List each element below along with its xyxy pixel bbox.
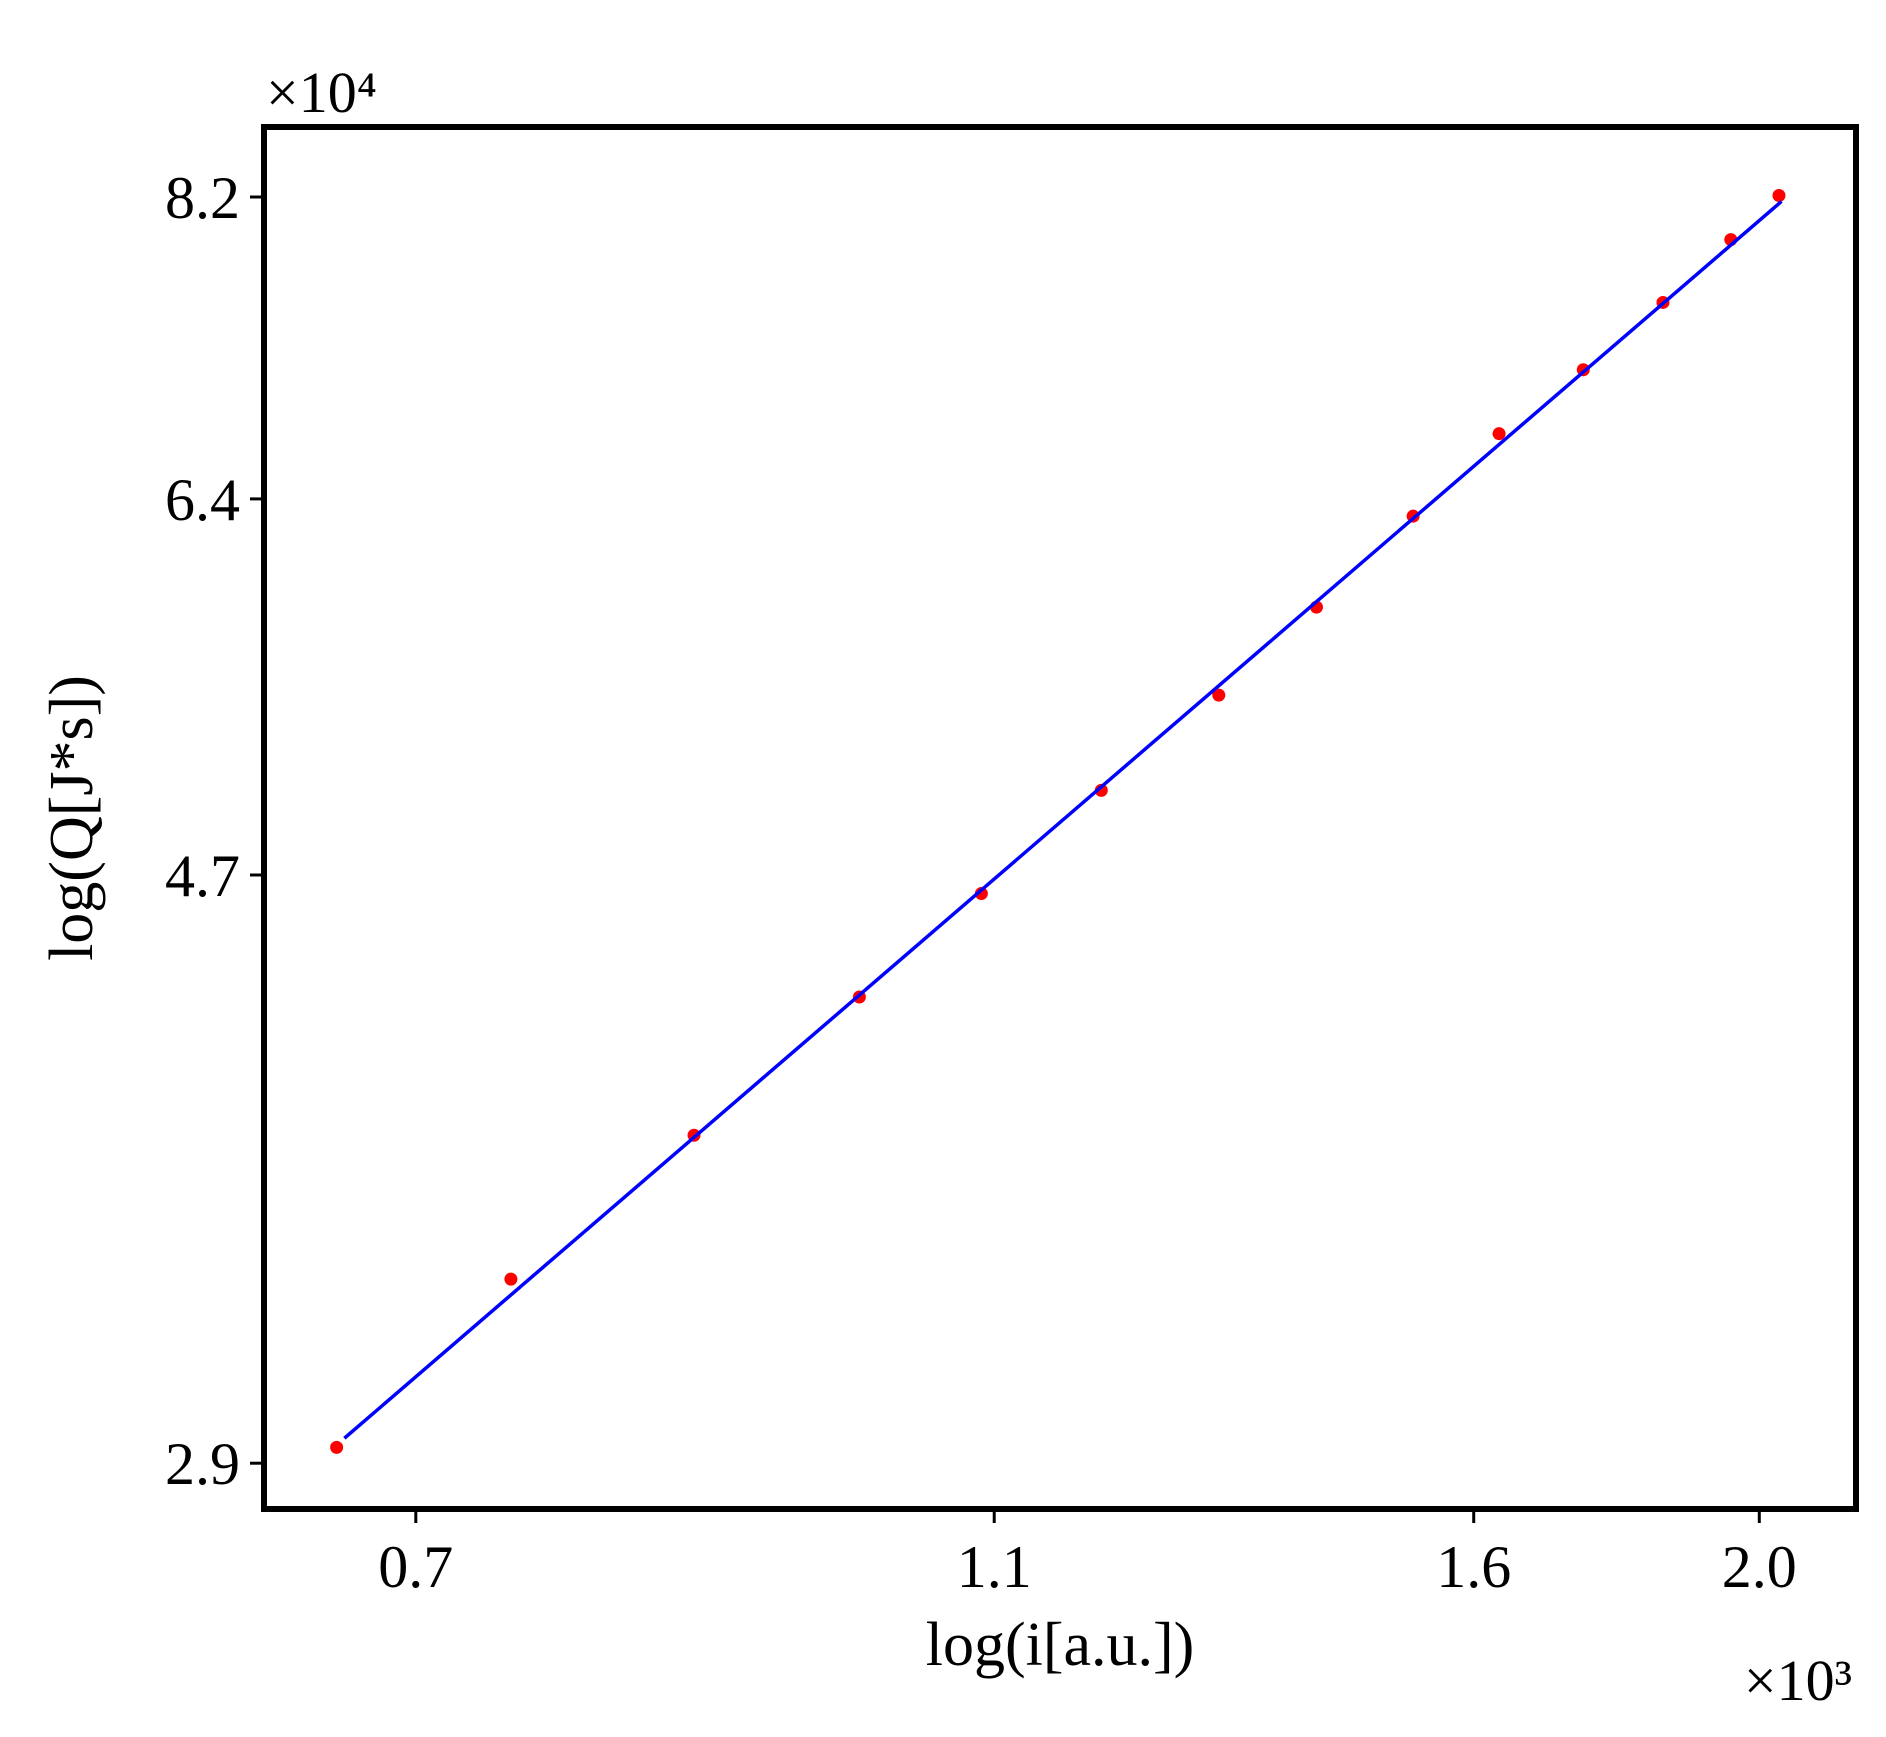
- data-point: [1772, 189, 1786, 203]
- x-multiplier: ×10³: [1744, 1648, 1852, 1713]
- y-tick-label: 2.9: [165, 1431, 240, 1497]
- data-point: [1094, 783, 1108, 797]
- x-tick-label: 1.1: [957, 1534, 1032, 1600]
- plot-frame: [261, 124, 1859, 1512]
- data-point: [504, 1272, 518, 1286]
- data-point: [1492, 427, 1506, 441]
- x-tick-label: 2.0: [1722, 1534, 1797, 1600]
- data-point: [330, 1440, 344, 1454]
- y-axis-label: log(Q[J*s]): [38, 675, 106, 961]
- y-multiplier: ×10⁴: [266, 60, 377, 125]
- y-tick-label: 8.2: [165, 165, 240, 231]
- y-tick-label: 4.7: [165, 843, 240, 909]
- y-tick-label: 6.4: [165, 467, 240, 533]
- x-tick-label: 1.6: [1436, 1534, 1511, 1600]
- data-point: [974, 887, 988, 901]
- fit-line: [343, 200, 1783, 1440]
- x-axis-label: log(i[a.u.]): [926, 1611, 1195, 1679]
- x-tick-label: 0.7: [378, 1534, 453, 1600]
- data-point: [1212, 688, 1226, 702]
